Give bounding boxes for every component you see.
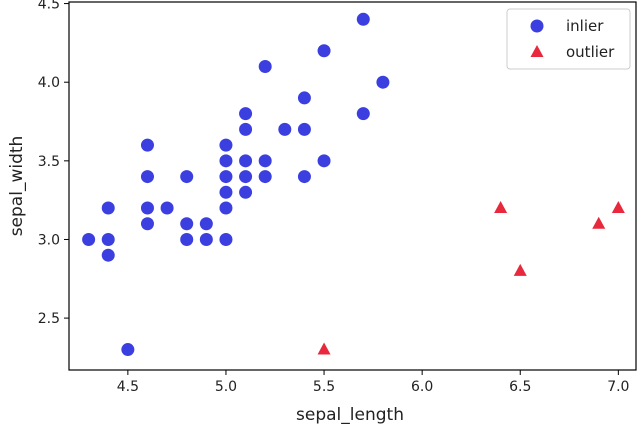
inlier-point [258,154,272,168]
inlier-point [219,170,233,184]
inlier-point [356,12,370,26]
x-axis-ticks: 4.5 5.0 5.5 6.0 6.5 7.0 [117,370,629,395]
y-tick-label: 2.5 [38,311,60,327]
outlier-point [611,201,625,214]
inlier-point [317,44,331,58]
inlier-point [219,201,233,215]
inlier-point [140,138,154,152]
x-tick-label: 5.0 [215,379,237,395]
x-tick-label: 6.5 [509,379,531,395]
outlier-point [592,216,606,229]
x-tick-label: 6.0 [411,379,433,395]
inlier-point [258,59,272,73]
inlier-point [219,138,233,152]
x-tick-label: 4.5 [117,379,139,395]
inlier-point [239,107,253,121]
y-tick-label: 4.5 [38,0,60,13]
outlier-point [317,342,331,355]
inlier-point [356,107,370,121]
inlier-point [278,122,292,136]
outlier-point [494,201,508,214]
inlier-point [239,185,253,199]
legend-outlier-label: outlier [566,43,615,61]
x-tick-label: 7.0 [607,379,629,395]
inlier-point [239,170,253,184]
inlier-point [239,122,253,136]
legend-inlier-label: inlier [566,17,604,35]
outlier-point [513,263,527,276]
y-axis-label: sepal_width [7,136,27,237]
inlier-point [82,232,96,246]
inlier-point [258,170,272,184]
inlier-point [101,232,115,246]
legend-inlier-marker [530,19,544,33]
legend: inlier outlier [506,8,631,70]
y-tick-label: 4.0 [38,75,60,91]
inlier-point [140,170,154,184]
inlier-point [376,75,390,89]
inlier-point [219,185,233,199]
plot-frame [68,1,637,371]
inlier-point [101,248,115,262]
x-axis-label: sepal_length [296,405,404,425]
inlier-point [180,217,194,231]
legend-outlier-marker [530,45,544,57]
inlier-point [160,201,174,215]
y-axis-ticks: 2.5 3.0 3.5 4.0 4.5 [38,0,69,327]
inlier-point [101,201,115,215]
inlier-point [239,154,253,168]
inlier-point [121,343,135,357]
inlier-point [317,154,331,168]
inlier-point [180,232,194,246]
x-tick-label: 5.5 [313,379,335,395]
inlier-point [219,232,233,246]
data-points [82,12,625,357]
inlier-point [199,217,213,231]
inlier-point [297,122,311,136]
inlier-point [297,91,311,105]
y-tick-label: 3.0 [38,232,60,248]
inlier-point [140,201,154,215]
y-tick-label: 3.5 [38,154,60,170]
inlier-point [297,170,311,184]
inlier-point [180,170,194,184]
inlier-point [219,154,233,168]
inlier-point [140,217,154,231]
inlier-point [199,232,213,246]
